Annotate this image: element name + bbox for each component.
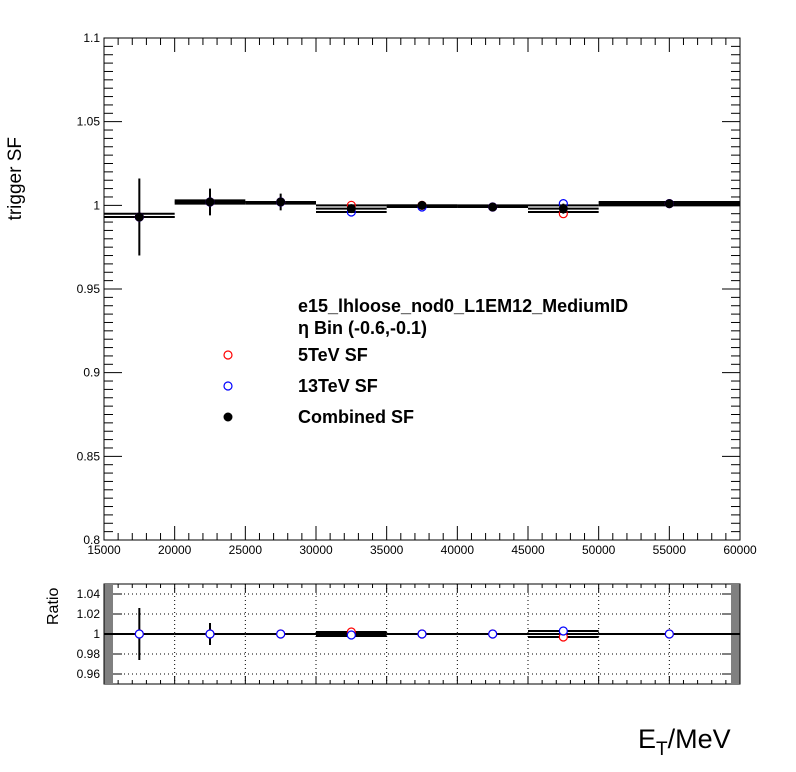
legend-label-combined: Combined SF [298,407,414,427]
main-y-axis-title: trigger SF [5,137,26,220]
main-data-marks [104,178,740,256]
x-tick-label: 60000 [723,543,757,557]
ratio-y-tick-label: 0.96 [77,667,101,681]
x-tick-label: 20000 [158,543,192,557]
ratio-y-tick-label: 1.04 [77,587,101,601]
legend: e15_lhloose_nod0_L1EM12_MediumID η Bin (… [223,296,628,427]
legend-label-13tev: 13TeV SF [298,376,378,396]
x-tick-label: 55000 [653,543,687,557]
y-tick-label: 1.05 [77,115,101,129]
point-combined [664,199,674,209]
y-tick-label: 1 [93,198,100,212]
legend-label-5tev: 5TeV SF [298,345,368,365]
point-combined [134,212,144,222]
ratio-point-13tev [276,629,286,639]
x-tick-label: 15000 [87,543,121,557]
point-combined [488,202,498,212]
x-tick-label: 45000 [511,543,545,557]
x-axis-title-text: ET/MeV [638,724,731,760]
x-tick-label: 25000 [229,543,263,557]
point-combined [558,204,568,214]
ratio-y-tick-label: 0.98 [77,647,101,661]
x-tick-label: 35000 [370,543,404,557]
main-axis-ticks: 15000 20000 25000 30000 35000 40000 45000 50000… [77,31,757,557]
y-tick-label: 0.8 [83,533,100,547]
legend-marker-combined [223,412,233,422]
x-tick-label: 50000 [582,543,616,557]
ratio-data-marks [104,608,740,660]
ratio-point-13tev [558,626,568,636]
x-tick-label: 30000 [299,543,333,557]
point-combined [417,200,427,210]
y-tick-label: 0.95 [77,282,101,296]
ratio-point-13tev [346,630,356,640]
point-combined [346,204,356,214]
ratio-y-axis-title: Ratio [45,588,62,625]
legend-marker-13tev [223,381,233,391]
ratio-axis-ticks: 0.96 0.98 1 1.02 1.04 [77,583,741,685]
point-combined [276,197,286,207]
legend-header-eta-bin: η Bin (-0.6,-0.1) [298,318,427,338]
ratio-y-tick-label: 1 [93,627,100,641]
main-plot-panel: 15000 20000 25000 30000 35000 40000 45000 50000… [5,31,757,557]
ratio-point-13tev [417,629,427,639]
ratio-grid [104,584,740,684]
legend-header-trigger: e15_lhloose_nod0_L1EM12_MediumID [298,296,628,316]
ratio-point-13tev [664,629,674,639]
legend-marker-5tev [223,350,233,360]
ratio-point-13tev [488,629,498,639]
x-tick-label: 40000 [441,543,475,557]
y-tick-label: 0.9 [83,366,100,380]
point-combined [205,197,215,207]
y-tick-label: 1.1 [83,31,100,45]
y-tick-label: 0.85 [77,449,101,463]
ratio-y-tick-label: 1.02 [77,607,101,621]
ratio-point-13tev [134,629,144,639]
ratio-point-13tev [205,629,215,639]
x-axis-title: ET/MeV [638,724,731,760]
ratio-plot-panel: 0.96 0.98 1 1.02 1.04 Ratio [45,583,741,685]
